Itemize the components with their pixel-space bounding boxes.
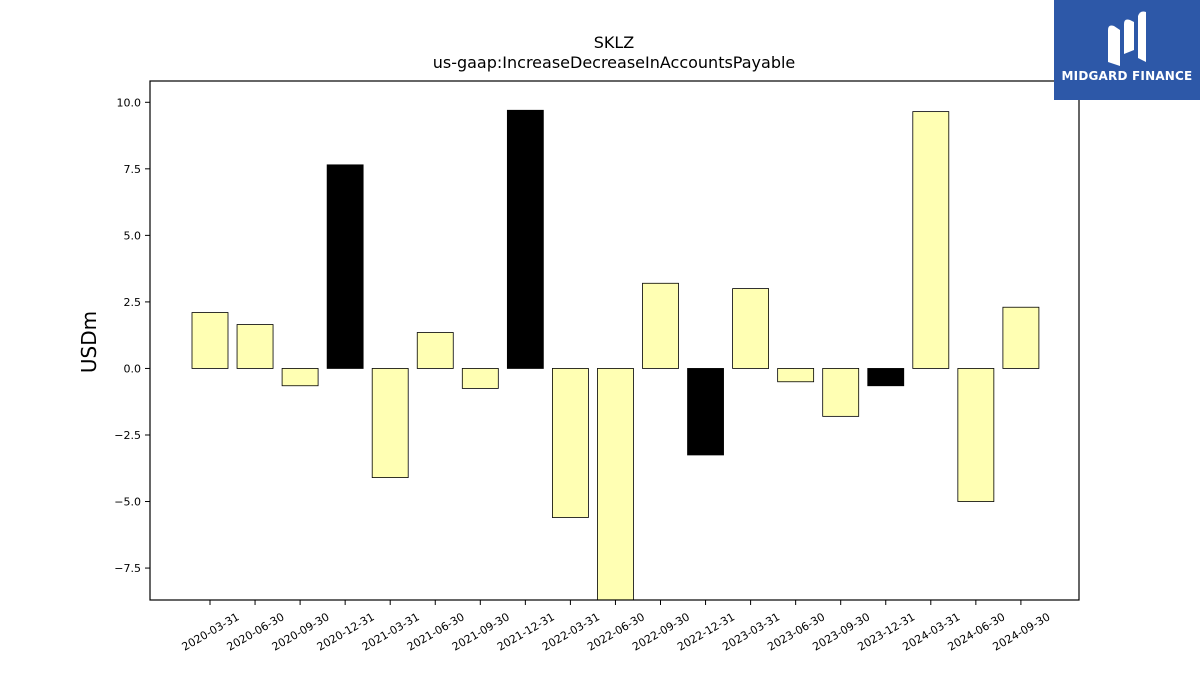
bar-2024-03-31	[912, 111, 950, 369]
plot-frame	[149, 80, 1080, 601]
y-tick-label: 0.0	[124, 362, 142, 375]
midgard-finance-logo: MIDGARD FINANCE	[1054, 0, 1200, 100]
bar-2021-06-30	[416, 332, 454, 369]
chart-title: SKLZ	[594, 33, 635, 52]
bar-2023-12-31	[867, 368, 905, 387]
bar-2022-09-30	[642, 282, 679, 369]
y-axis: −7.5 −5.0 −2.5 0.0 2.5 5.0 7.5 10.0	[114, 96, 150, 575]
y-tick-label: −7.5	[114, 562, 141, 575]
bars-group	[191, 109, 1040, 601]
y-tick-label: −5.0	[114, 496, 141, 509]
bar-2023-06-30	[777, 368, 815, 383]
bar-2021-03-31	[371, 368, 409, 478]
bar-2023-09-30	[822, 368, 860, 417]
y-tick-label: −2.5	[114, 429, 141, 442]
y-axis-label: USDm	[77, 311, 101, 373]
bar-2020-06-30	[236, 324, 274, 369]
y-tick-label: 7.5	[124, 163, 142, 176]
bar-2020-09-30	[281, 368, 319, 387]
bar-2023-03-31	[732, 288, 769, 369]
midgard-m-logo-icon	[1108, 11, 1146, 66]
bar-2022-06-30	[597, 368, 634, 601]
y-tick-label: 2.5	[124, 296, 142, 309]
bar-2024-06-30	[957, 368, 995, 502]
x-axis: 2020-03-312020-06-302020-09-302020-12-31…	[180, 600, 1052, 654]
y-tick-label: 5.0	[124, 229, 142, 242]
bar-2022-03-31	[552, 368, 589, 518]
logo-text: MIDGARD FINANCE	[1061, 69, 1193, 83]
bar-2024-09-30	[1002, 306, 1040, 369]
bar-2022-12-31	[687, 368, 724, 456]
bar-2021-12-31	[506, 109, 544, 369]
bar-2020-12-31	[326, 164, 364, 369]
bar-2020-03-31	[191, 312, 229, 369]
chart-subtitle: us-gaap:IncreaseDecreaseInAccountsPayabl…	[433, 53, 796, 72]
bar-2021-09-30	[461, 368, 499, 389]
y-tick-label: 10.0	[117, 96, 142, 109]
